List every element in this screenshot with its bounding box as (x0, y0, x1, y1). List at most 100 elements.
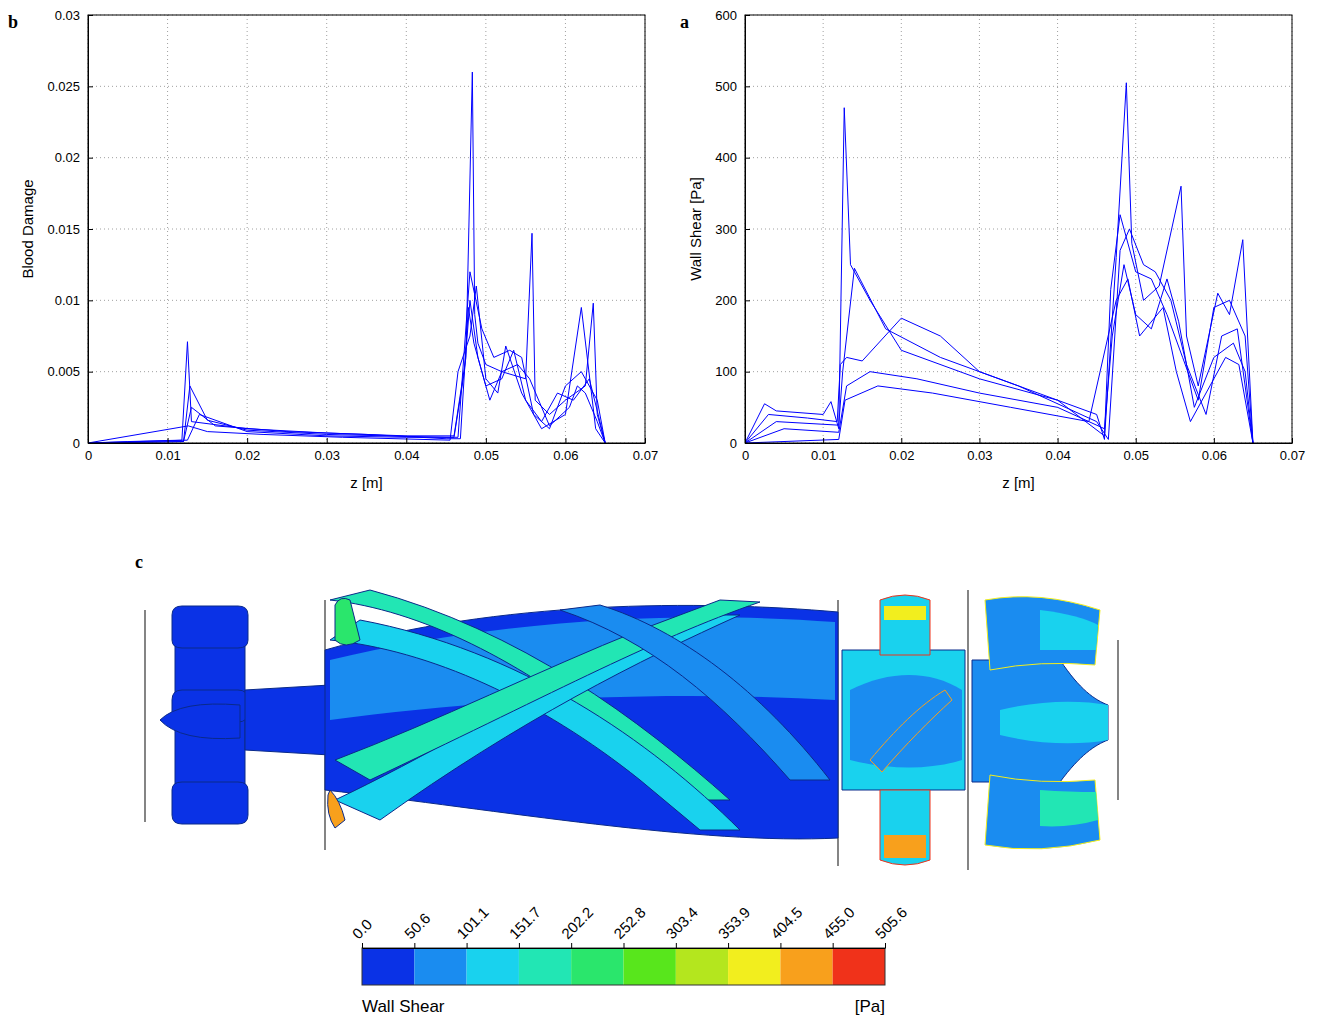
colorbar-band (676, 948, 728, 985)
tick-label: 0 (85, 448, 92, 463)
diffuser-vane (870, 690, 952, 772)
x-axis-title: z [m] (350, 474, 383, 491)
hot-spot (884, 835, 926, 858)
tick: 151.7 (506, 904, 545, 948)
x-axis: 00.010.020.030.040.050.060.07 (742, 438, 1305, 463)
tick: 404.5 (767, 904, 806, 948)
tick-label: 0.07 (633, 448, 658, 463)
grid-line-x (167, 15, 168, 443)
axis-line (746, 443, 1293, 444)
tick: 100 (715, 364, 750, 379)
tick-label: 200 (715, 293, 737, 308)
trace-line (745, 279, 1253, 443)
tick: 0.01 (811, 438, 836, 463)
tick-label: 0.05 (474, 448, 499, 463)
tick-label: 0.02 (889, 448, 914, 463)
tick-label: 0.07 (1280, 448, 1305, 463)
tick: 0 (730, 436, 750, 451)
tick: 0.07 (1280, 438, 1305, 463)
grid-line-y (88, 157, 645, 158)
tick: 0.015 (47, 222, 93, 237)
outlet-body (972, 660, 1108, 782)
tick-label: 0.03 (315, 448, 340, 463)
tick-label: 0.06 (553, 448, 578, 463)
hot-spot (1040, 610, 1098, 650)
grid (88, 15, 645, 443)
tick-label: 303.4 (662, 904, 701, 943)
grid-line-y (88, 371, 645, 372)
tick-mark (168, 438, 169, 443)
plot-frame (88, 15, 645, 443)
tick: 50.6 (401, 909, 434, 948)
plot-background (745, 15, 1292, 443)
tick-label: 0.0 (349, 915, 376, 942)
tick: 0.03 (315, 438, 340, 463)
tick-mark (676, 943, 677, 948)
grid-line-y (745, 300, 1292, 301)
straightener-vane (172, 782, 248, 824)
tick: 0.03 (55, 8, 93, 23)
grid-line-y (745, 157, 1292, 158)
tick-mark (745, 372, 750, 373)
trace-line (745, 229, 1253, 443)
tick: 0.04 (394, 438, 419, 463)
tick-label: 0.02 (55, 150, 80, 165)
tick-label: 353.9 (715, 904, 754, 943)
grid-line-y (88, 300, 645, 301)
grid-line-y (745, 86, 1292, 87)
tick-label: 151.7 (506, 904, 545, 943)
outlet-cone (1000, 702, 1108, 744)
tick-label: 300 (715, 222, 737, 237)
section-line (1117, 640, 1118, 800)
tick-mark (1058, 438, 1059, 443)
tick-label: 101.1 (453, 904, 492, 943)
diffuser-vane (880, 790, 930, 865)
plot-frame (745, 15, 1292, 443)
tick-label: 0.01 (811, 448, 836, 463)
grid-line-x (326, 15, 327, 443)
grid-line-x (823, 15, 824, 443)
tick-mark (1292, 438, 1293, 443)
blade-edge (335, 598, 360, 645)
tick: 202.2 (558, 904, 597, 948)
y-axis-title: Blood Damage (19, 179, 36, 278)
tick-mark (901, 438, 902, 443)
tick-mark (88, 15, 93, 16)
grid (745, 15, 1292, 443)
tick-label: 600 (715, 8, 737, 23)
tick-label: 0.015 (47, 222, 80, 237)
tick-mark (362, 943, 363, 948)
grid-line-x (406, 15, 407, 443)
axis-line (89, 443, 646, 444)
tick: 0.05 (474, 438, 499, 463)
tick-mark (88, 372, 93, 373)
tick: 300 (715, 222, 750, 237)
tick: 0.04 (1045, 438, 1070, 463)
tick: 0.02 (235, 438, 260, 463)
tick: 101.1 (453, 904, 492, 948)
trace-line (88, 272, 605, 443)
tick-label: 50.6 (401, 909, 434, 942)
tick-mark (745, 443, 750, 444)
tick: 0.01 (55, 293, 93, 308)
tick-label: 0 (730, 436, 737, 451)
tick: 0.07 (633, 438, 658, 463)
tick-label: 0.04 (1045, 448, 1070, 463)
tick-mark (833, 943, 834, 948)
tick-label: 404.5 (767, 904, 806, 943)
colorbar-band (362, 948, 414, 985)
impeller-blade (560, 605, 830, 780)
colorbar-band (571, 948, 623, 985)
tick-label: 0.005 (47, 364, 80, 379)
panel-letter: c (135, 552, 143, 572)
tick-mark (979, 438, 980, 443)
x-axis-title: z [m] (1002, 474, 1035, 491)
colorbar-axis: 0.050.6101.1151.7202.2252.8303.4353.9404… (349, 904, 911, 949)
tick-mark (565, 438, 566, 443)
tick-label: 0.01 (55, 293, 80, 308)
tick: 400 (715, 150, 750, 165)
grid-line-y (745, 371, 1292, 372)
tick-mark (88, 86, 93, 87)
tick: 0.01 (155, 438, 180, 463)
lines (88, 72, 605, 443)
